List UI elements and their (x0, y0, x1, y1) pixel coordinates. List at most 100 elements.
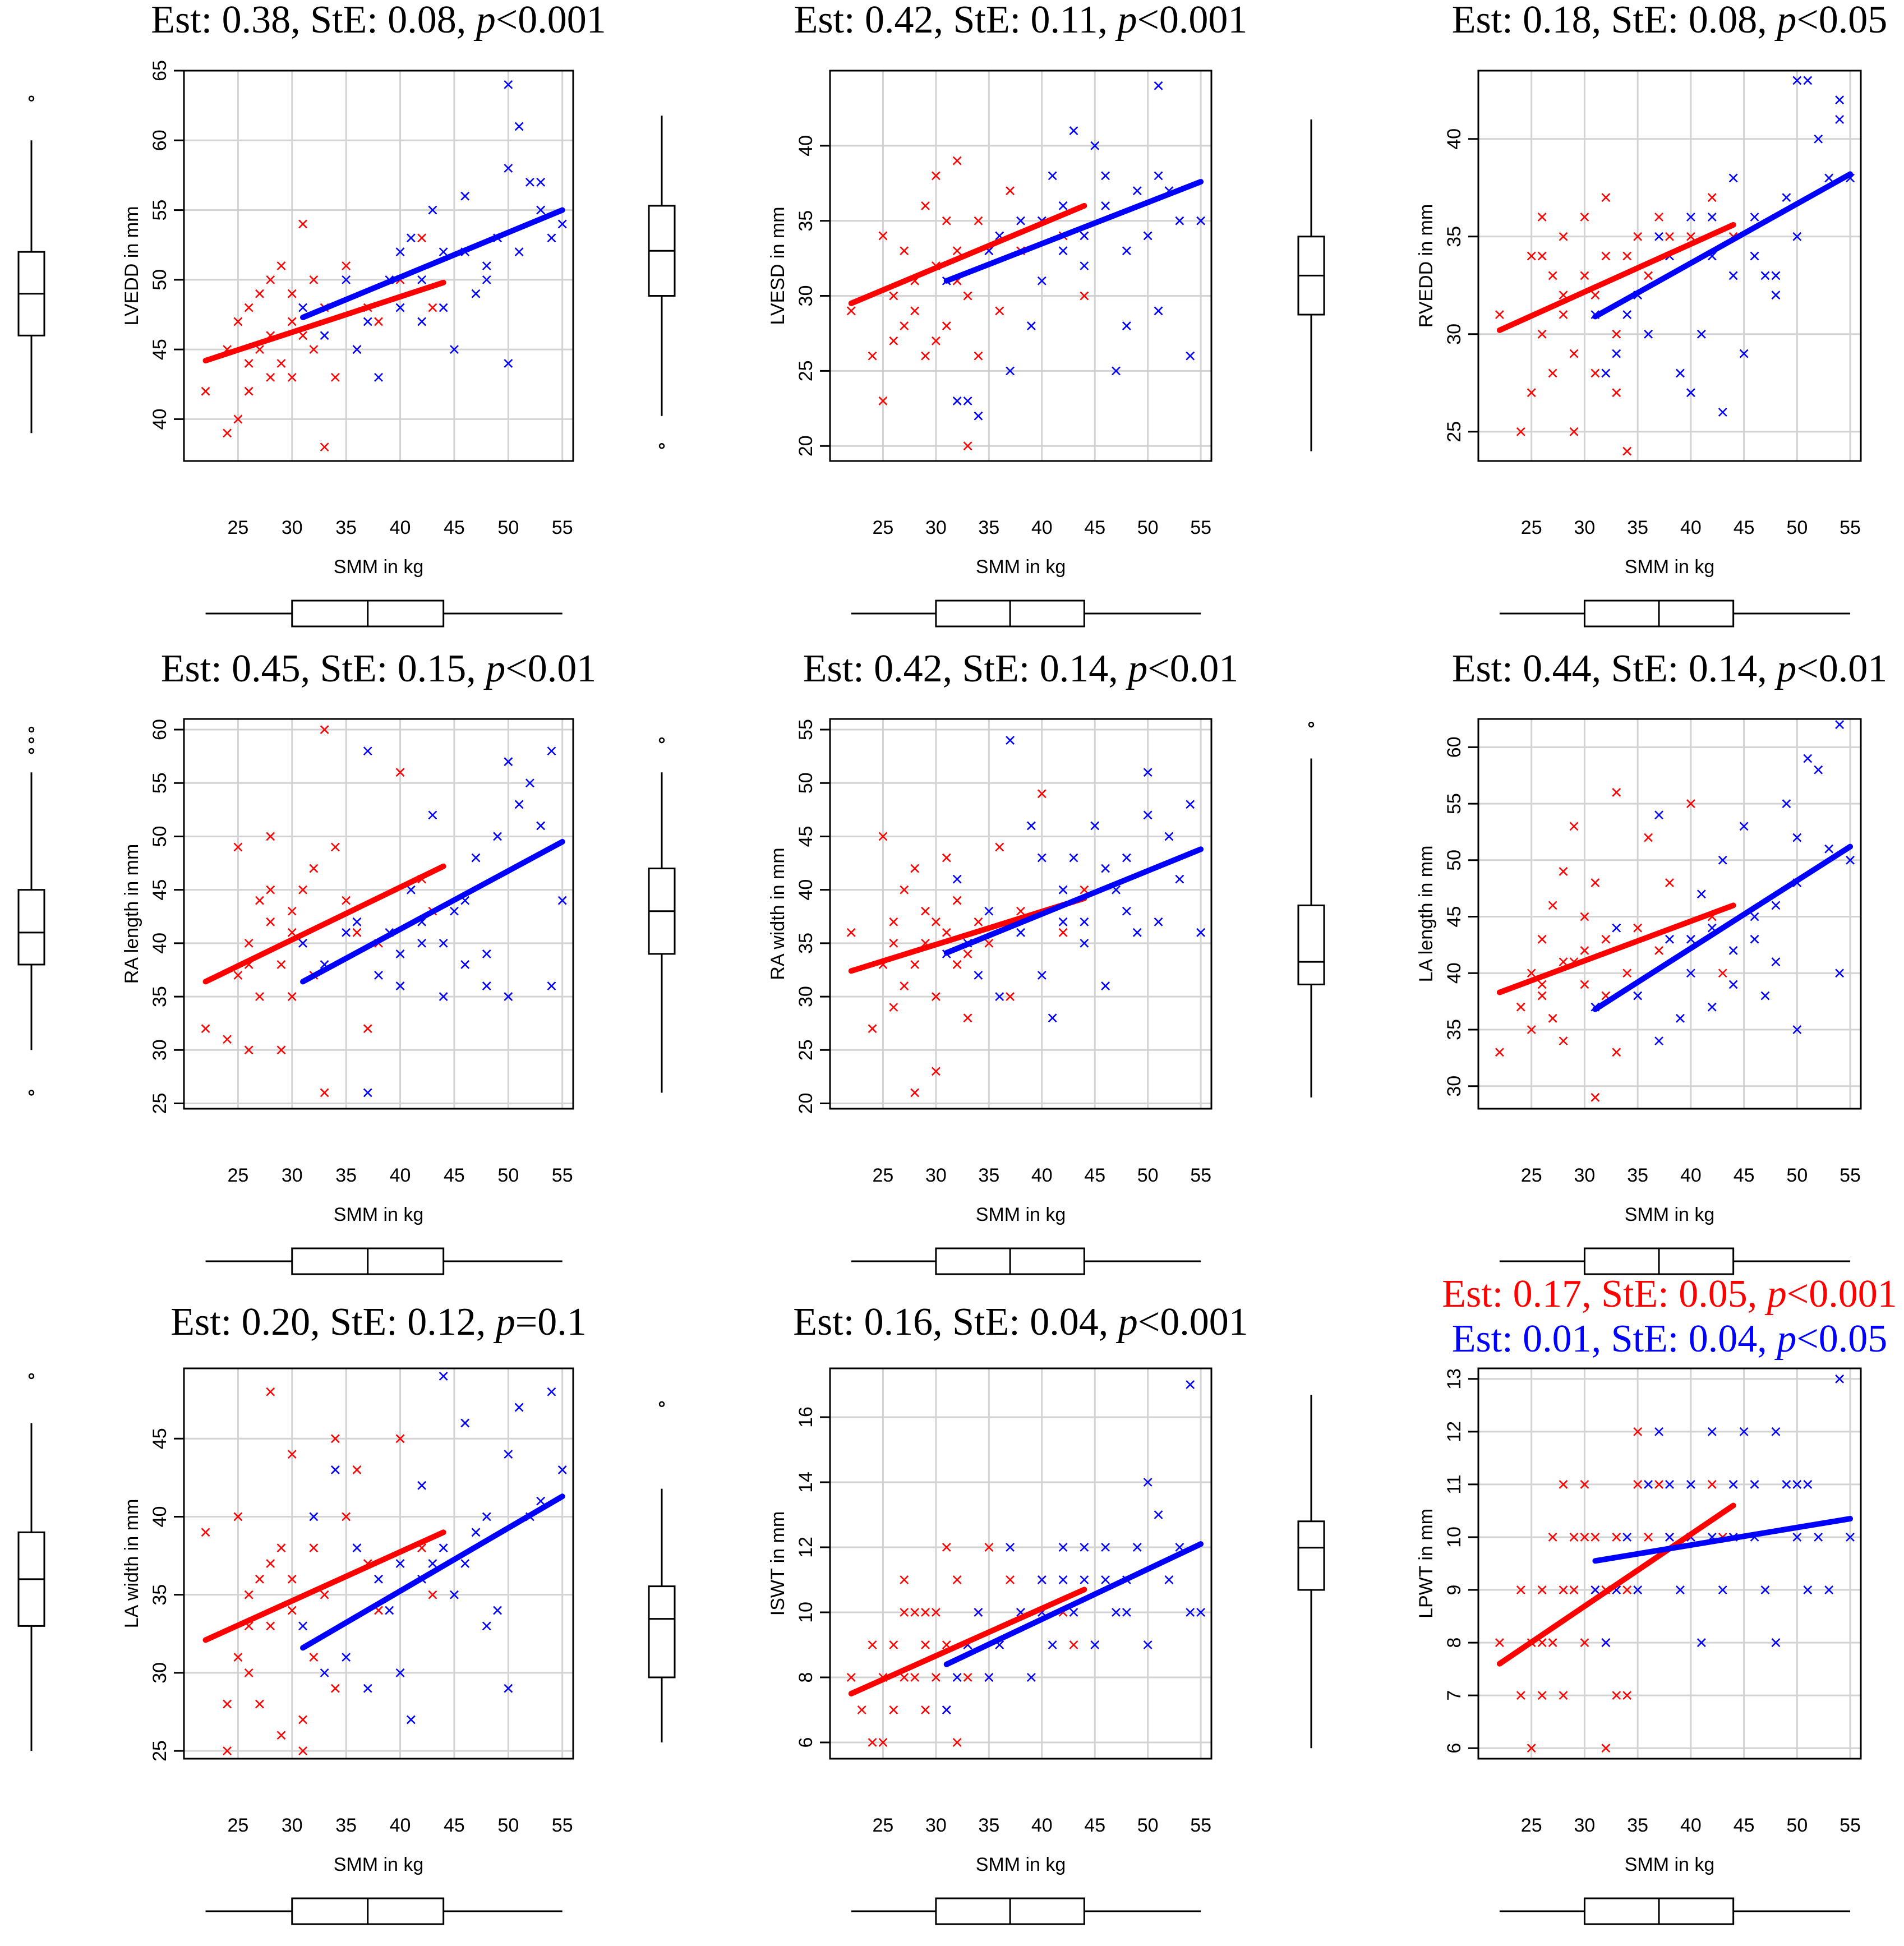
data-point (298, 219, 307, 229)
data-point (1186, 800, 1195, 809)
data-point (1707, 1480, 1717, 1489)
y-axis-label: LA width in mm (121, 1499, 142, 1629)
data-point (547, 1387, 556, 1396)
boxplot-x (1499, 1247, 1851, 1275)
data-point (1601, 193, 1611, 202)
data-point (1069, 126, 1078, 135)
data-point (1835, 1374, 1845, 1384)
y-tick-label: 45 (1444, 906, 1465, 928)
data-point (1654, 1427, 1663, 1436)
data-point (1495, 310, 1504, 319)
data-point (931, 917, 941, 926)
data-point (868, 1024, 877, 1034)
x-tick-label: 45 (1084, 517, 1105, 538)
data-point (1537, 991, 1547, 1000)
data-point (1112, 366, 1121, 376)
data-point (1143, 1640, 1152, 1649)
x-tick-label: 55 (552, 517, 573, 538)
data-point (482, 1621, 491, 1631)
data-point (1154, 917, 1163, 926)
plot-frame (183, 718, 574, 1110)
data-point (482, 949, 491, 958)
data-point (846, 928, 856, 937)
data-point (504, 359, 513, 368)
data-point (320, 1088, 329, 1097)
series-red (201, 219, 437, 452)
x-tick-label: 50 (497, 1815, 519, 1836)
data-point (931, 1608, 941, 1617)
data-point (1058, 928, 1068, 937)
data-point (1175, 874, 1184, 884)
data-point (330, 1684, 340, 1693)
data-point (995, 842, 1004, 852)
data-point (889, 1003, 898, 1012)
data-point (244, 1590, 253, 1599)
data-point (1016, 906, 1025, 916)
data-point (1069, 853, 1078, 863)
data-point (1058, 1575, 1068, 1584)
x-tick-label: 55 (1840, 1165, 1861, 1186)
y-tick-label: 35 (149, 986, 170, 1007)
data-point (536, 1496, 546, 1506)
data-point (1707, 1427, 1717, 1436)
data-point (504, 992, 513, 1001)
data-point (395, 247, 405, 257)
data-point (1101, 864, 1110, 873)
data-point (1612, 923, 1621, 933)
data-point (1728, 980, 1738, 989)
x-tick-label: 45 (1734, 1815, 1755, 1836)
data-point (963, 441, 972, 451)
box-outlier (28, 1090, 35, 1096)
data-point (921, 1640, 930, 1649)
y-tick-label: 8 (1444, 1638, 1465, 1648)
data-point (266, 275, 275, 284)
box-outlier (28, 748, 35, 754)
series-blue (298, 746, 567, 1097)
series-red (846, 789, 1089, 1097)
chart-title: Est: 0.42, StE: 0.14, p<0.01 (803, 647, 1238, 690)
data-point (287, 1606, 297, 1615)
data-point (1792, 1533, 1802, 1542)
title-p-symbol: p (1115, 1301, 1138, 1344)
data-point (428, 1559, 437, 1568)
x-axis-label: SMM in kg (976, 1854, 1066, 1875)
chart-title: Est: 0.18, StE: 0.08, p<0.05 (1452, 0, 1887, 41)
data-point (1824, 844, 1834, 854)
data-point (1590, 368, 1600, 378)
y-tick-label: 10 (1444, 1527, 1465, 1548)
data-point (921, 201, 930, 210)
y-tick-label: 45 (149, 1428, 170, 1449)
data-point (460, 1559, 470, 1568)
boxplot-y (648, 737, 676, 1093)
data-point (276, 960, 286, 969)
data-point (942, 928, 951, 937)
data-point (428, 810, 437, 820)
data-point (395, 1434, 405, 1444)
y-tick-label: 12 (1444, 1421, 1465, 1442)
x-tick-label: 50 (1786, 1815, 1808, 1836)
data-point (1612, 329, 1621, 339)
data-point (1590, 1585, 1600, 1594)
data-point (417, 1481, 427, 1490)
x-tick-label: 55 (1190, 1165, 1211, 1186)
data-point (244, 386, 253, 396)
title-part: <0.05 (1796, 0, 1887, 41)
data-point (878, 231, 888, 241)
data-point (1143, 810, 1152, 820)
data-point (287, 1574, 297, 1584)
y-tick-label: 55 (795, 719, 817, 740)
data-point (514, 122, 524, 131)
box-outlier (28, 737, 35, 744)
title-p-symbol: p (473, 0, 496, 41)
data-point (244, 1045, 253, 1055)
data-point (1739, 349, 1749, 358)
data-point (1548, 1533, 1557, 1542)
regression-line-blue (1592, 843, 1854, 1012)
box-outlier (1308, 721, 1315, 728)
data-point (1803, 1480, 1813, 1489)
data-point (352, 928, 362, 937)
data-point (428, 205, 437, 215)
data-point (1601, 251, 1611, 261)
x-tick-label: 50 (1137, 517, 1159, 538)
data-point (1080, 291, 1089, 301)
